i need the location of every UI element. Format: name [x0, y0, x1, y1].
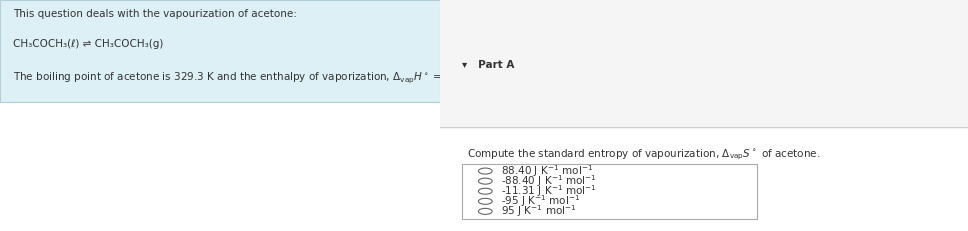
FancyBboxPatch shape — [462, 164, 757, 219]
Text: -95 J K$^{-1}$ mol$^{-1}$: -95 J K$^{-1}$ mol$^{-1}$ — [501, 193, 581, 209]
Text: The boiling point of acetone is 329.3 K and the enthalpy of vaporization, $\Delt: The boiling point of acetone is 329.3 K … — [14, 69, 525, 85]
Text: 95 J K$^{-1}$ mol$^{-1}$: 95 J K$^{-1}$ mol$^{-1}$ — [501, 204, 577, 219]
FancyBboxPatch shape — [440, 0, 968, 129]
FancyBboxPatch shape — [0, 0, 440, 102]
Text: -88.40 J K$^{-1}$ mol$^{-1}$: -88.40 J K$^{-1}$ mol$^{-1}$ — [501, 173, 597, 189]
Text: ▾   Part A: ▾ Part A — [462, 60, 514, 70]
Text: Compute the standard entropy of vapourization, $\Delta_{\mathrm{vap}}S^\circ$ of: Compute the standard entropy of vapouriz… — [467, 148, 820, 162]
Text: -11.31 J K$^{-1}$ mol$^{-1}$: -11.31 J K$^{-1}$ mol$^{-1}$ — [501, 183, 597, 199]
FancyBboxPatch shape — [440, 129, 968, 231]
Text: CH₃COCH₃(ℓ) ⇌ CH₃COCH₃(g): CH₃COCH₃(ℓ) ⇌ CH₃COCH₃(g) — [14, 39, 164, 49]
Text: This question deals with the vapourization of acetone:: This question deals with the vapourizati… — [14, 9, 297, 19]
Text: 88.40 J K$^{-1}$ mol$^{-1}$: 88.40 J K$^{-1}$ mol$^{-1}$ — [501, 163, 593, 179]
